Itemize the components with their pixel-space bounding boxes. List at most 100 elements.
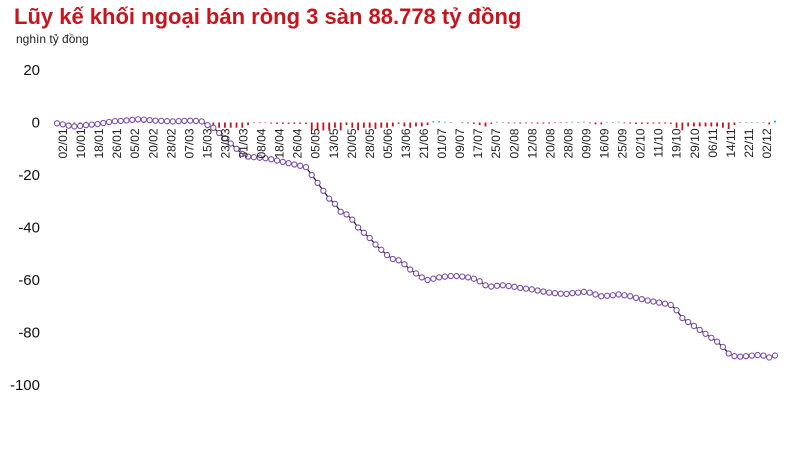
- data-point: [268, 156, 275, 163]
- daily-bar: [73, 122, 76, 124]
- data-point: [603, 292, 611, 299]
- daily-bar: [322, 122, 325, 131]
- daily-bar: [293, 122, 296, 124]
- data-point: [314, 179, 321, 187]
- data-point: [493, 282, 501, 289]
- daily-bar: [698, 122, 701, 127]
- data-point: [77, 122, 84, 130]
- data-point: [308, 171, 315, 179]
- data-point: [656, 299, 663, 306]
- x-tick-label: 05/06: [381, 128, 395, 158]
- daily-bar: [577, 121, 580, 123]
- daily-bar: [362, 122, 365, 128]
- data-point: [418, 274, 425, 281]
- x-tick-label: 11/10: [652, 128, 666, 157]
- data-point: [447, 272, 454, 280]
- x-tick-label: 16/09: [598, 128, 612, 158]
- daily-bar: [594, 122, 597, 125]
- daily-bar: [600, 122, 603, 125]
- y-axis-ticks: 20 0 -20 -40 -60 -80 -100: [10, 62, 40, 394]
- x-tick-label: 06/11: [706, 128, 720, 157]
- daily-bar: [247, 122, 249, 126]
- data-point: [65, 122, 72, 129]
- x-tick-label: 15/03: [200, 128, 214, 158]
- data-point: [227, 140, 234, 147]
- daily-bar: [617, 121, 620, 123]
- data-point: [580, 288, 588, 295]
- data-point: [511, 283, 518, 290]
- data-point: [522, 285, 530, 292]
- x-axis-ticks: 02/01 10/01 18/01 26/01 05/02 20/02 28/02 07/03…: [56, 128, 774, 158]
- data-point: [320, 187, 327, 194]
- y-tick-label: 0: [32, 115, 40, 132]
- data-point: [546, 289, 553, 296]
- data-point: [441, 273, 449, 280]
- data-point: [632, 294, 640, 301]
- data-point: [563, 290, 570, 298]
- data-point: [221, 135, 229, 142]
- daily-bar: [571, 121, 574, 123]
- daily-bar: [252, 122, 255, 124]
- daily-bar: [305, 122, 307, 124]
- daily-bar: [496, 121, 498, 123]
- x-tick-label: 26/04: [291, 128, 305, 158]
- daily-bar: [762, 122, 765, 124]
- data-point: [94, 120, 101, 128]
- data-point: [244, 153, 252, 160]
- data-point: [598, 293, 605, 300]
- daily-bar: [397, 122, 400, 124]
- x-tick-label: 18/01: [92, 128, 106, 158]
- data-point: [146, 116, 153, 124]
- daily-bar: [473, 122, 475, 124]
- data-point: [679, 314, 686, 322]
- x-tick-label: 05/05: [309, 128, 323, 158]
- y-tick-label: -20: [18, 167, 40, 184]
- data-point: [279, 158, 286, 166]
- data-point: [152, 117, 159, 124]
- data-point: [129, 116, 136, 124]
- daily-bar: [652, 122, 655, 124]
- chart-subtitle: nghìn tỷ đồng: [16, 32, 89, 46]
- data-point: [59, 121, 66, 128]
- x-tick-label: 20/08: [543, 128, 557, 158]
- daily-bar: [264, 122, 267, 124]
- x-tick-label: 28/02: [164, 128, 178, 158]
- data-point: [372, 241, 379, 248]
- x-tick-label: 09/07: [453, 128, 467, 158]
- daily-bar: [351, 122, 354, 128]
- x-tick-label: 21/06: [417, 128, 431, 158]
- data-point: [430, 275, 437, 282]
- daily-bar: [386, 122, 388, 128]
- data-point: [273, 157, 281, 164]
- data-point: [528, 286, 535, 293]
- daily-bar: [357, 122, 359, 131]
- data-point: [627, 293, 634, 300]
- data-point: [343, 211, 350, 218]
- daily-bar: [519, 122, 522, 124]
- daily-bar: [218, 122, 221, 128]
- daily-bar: [640, 122, 643, 124]
- data-point: [436, 274, 443, 281]
- daily-bar: [490, 122, 493, 124]
- data-point: [291, 161, 298, 168]
- data-point: [140, 116, 147, 123]
- data-point: [360, 229, 368, 236]
- x-tick-label: 02/01: [56, 128, 70, 158]
- data-point: [673, 307, 680, 314]
- data-point: [366, 234, 373, 242]
- data-point: [760, 352, 767, 359]
- daily-bar: [675, 122, 678, 128]
- data-point: [586, 289, 593, 296]
- x-tick-label: 18/04: [273, 128, 287, 158]
- daily-bar: [513, 122, 516, 124]
- daily-bar: [687, 122, 690, 127]
- data-point: [123, 117, 130, 124]
- x-tick-label: 25/07: [489, 128, 503, 158]
- data-point: [297, 162, 304, 169]
- data-point: [424, 276, 431, 284]
- daily-bar: [328, 122, 331, 131]
- data-point: [488, 283, 495, 290]
- daily-bar: [374, 122, 377, 130]
- daily-bar: [710, 122, 713, 127]
- data-point: [748, 352, 755, 359]
